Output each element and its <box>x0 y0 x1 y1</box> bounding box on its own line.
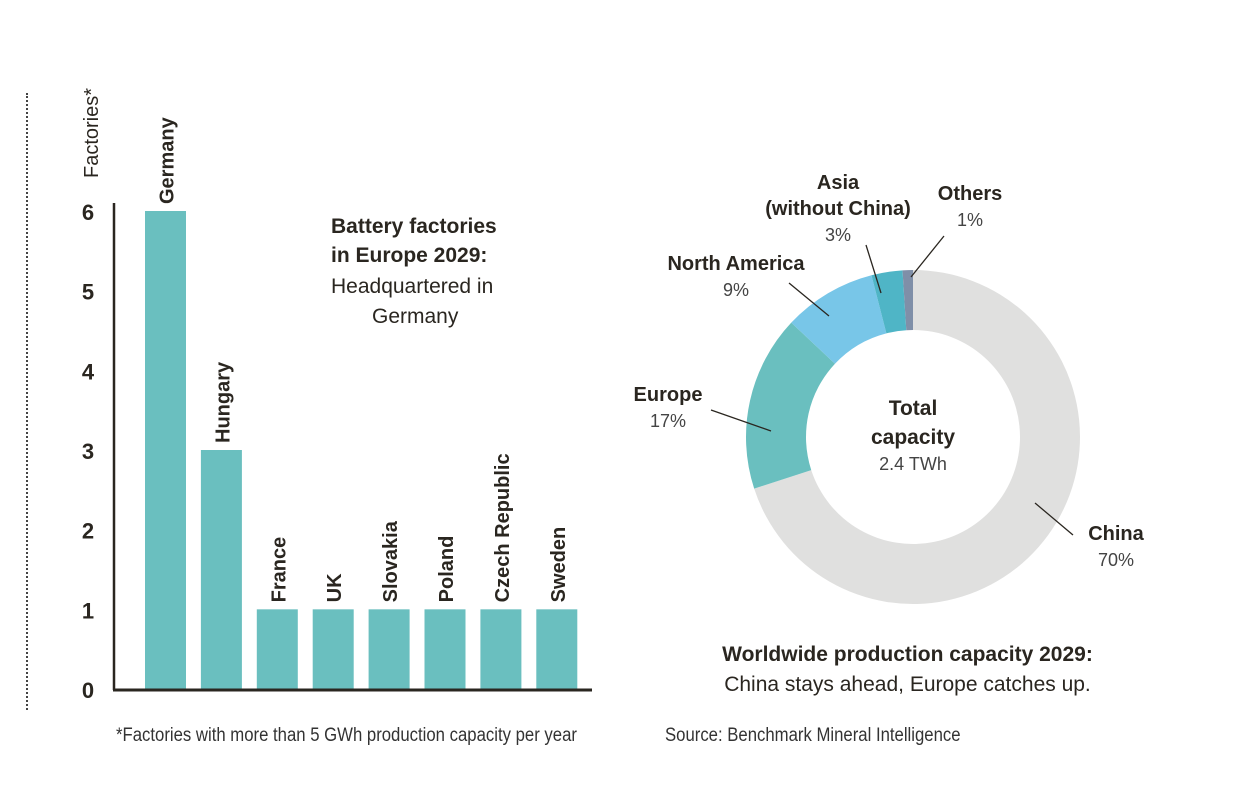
leader-north-america <box>788 282 830 317</box>
slice-asia-without-china <box>871 270 907 334</box>
y-tick-label: 6 <box>82 200 94 225</box>
donut-caption-title: Worldwide production capacity 2029: <box>722 643 1093 666</box>
leader-china <box>1034 502 1074 536</box>
donut-center-line1: Total <box>888 397 938 420</box>
bar-uk <box>312 609 354 689</box>
label-europe-name: Europe <box>633 384 703 406</box>
label-china: China 70% <box>1076 521 1156 573</box>
bar-chart: 0 1 2 3 4 5 6 Factories* Germany Hungary France UK S… <box>81 88 592 703</box>
bar-czech-republic <box>480 609 522 689</box>
label-na-pct: 9% <box>722 280 749 300</box>
bar-sweden <box>536 609 578 689</box>
y-tick-label: 3 <box>82 439 94 464</box>
source-note: Source: Benchmark Mineral Intelligence <box>665 725 961 746</box>
bar-label: Slovakia <box>380 520 402 602</box>
label-asia-line1: Asia <box>816 172 860 194</box>
label-china-name: China <box>1088 523 1144 545</box>
label-others-name: Others <box>937 183 1003 205</box>
bar-poland <box>424 609 466 689</box>
donut-center: Total capacity 2.4 TWh <box>843 394 983 476</box>
label-europe-pct: 17% <box>649 411 687 431</box>
label-others-pct: 1% <box>956 210 983 230</box>
y-tick-label: 2 <box>82 519 94 544</box>
y-tick-label: 0 <box>82 678 94 703</box>
label-asia-line2: (without China) <box>765 198 911 220</box>
label-asia: Asia (without China) 3% <box>740 170 936 248</box>
y-tick-label: 1 <box>82 598 94 623</box>
donut-caption-subtitle: China stays ahead, Europe catches up. <box>724 673 1091 696</box>
y-axis-label: Factories* <box>81 88 103 178</box>
slice-europe <box>746 322 836 489</box>
bar-label: Germany <box>157 116 179 204</box>
bar-slovakia <box>368 609 410 689</box>
bar-label: Poland <box>436 536 458 603</box>
bar-label: Sweden <box>548 527 570 603</box>
bar-chart-subtitle-line2: Germany <box>372 305 459 328</box>
bar-label: France <box>268 537 290 603</box>
bar-chart-title-line1: Battery factories <box>331 215 497 238</box>
donut-caption: Worldwide production capacity 2029: Chin… <box>680 640 1135 700</box>
y-tick-label: 5 <box>82 280 94 305</box>
left-dotted-divider <box>26 93 28 710</box>
leader-europe <box>710 409 772 432</box>
leader-asia <box>865 244 882 294</box>
label-others: Others 1% <box>920 181 1020 233</box>
slice-north-america <box>791 275 887 364</box>
label-china-pct: 70% <box>1097 550 1135 570</box>
label-north-america: North America 9% <box>650 251 822 303</box>
bar-germany <box>145 211 186 689</box>
label-asia-pct: 3% <box>824 225 851 245</box>
slice-china <box>754 270 1081 604</box>
bar-label: UK <box>324 573 346 602</box>
bar-chart-title-line2: in Europe 2029: <box>331 244 488 267</box>
label-europe: Europe 17% <box>620 382 716 434</box>
footnote: *Factories with more than 5 GWh producti… <box>116 725 577 746</box>
bar-label: Czech Republic <box>492 453 514 602</box>
bar-chart-subtitle-line1: Headquartered in <box>331 275 494 298</box>
slice-others <box>902 270 913 331</box>
donut-center-value: 2.4 TWh <box>879 454 947 474</box>
leader-others <box>910 235 945 278</box>
donut-chart <box>710 235 1081 604</box>
donut-center-line2: capacity <box>870 426 956 449</box>
bar-france <box>256 609 298 689</box>
bar-hungary <box>200 450 242 689</box>
label-na-name: North America <box>667 253 805 275</box>
bar-label: Hungary <box>212 361 234 443</box>
y-tick-label: 4 <box>82 359 95 384</box>
